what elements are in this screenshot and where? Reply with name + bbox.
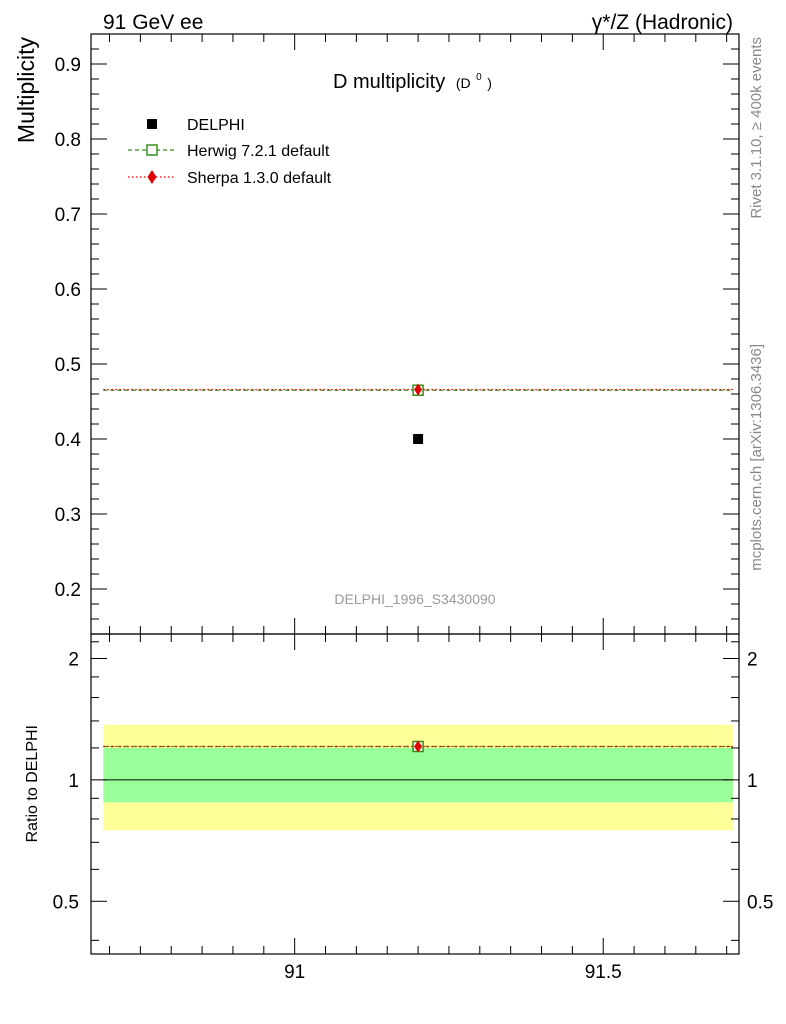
x-tick-label: 91.5 — [585, 962, 622, 983]
y-tick-label: 0.3 — [55, 505, 81, 526]
chart-title-close: ) — [487, 75, 492, 91]
ratio-tick-label-right: 2 — [747, 649, 758, 670]
axis-ticks — [91, 34, 739, 954]
ratio-panel-frame — [90, 633, 740, 955]
y-tick-label: 0.4 — [55, 430, 82, 451]
chart-title-sub: (D — [456, 75, 471, 91]
mcplots-label: mcplots.cern.ch [arXiv:1306.3436] — [748, 344, 765, 571]
legend-label-delphi: DELPHI — [187, 117, 245, 134]
y-tick-label: 0.5 — [55, 355, 81, 376]
y-tick-label: 0.7 — [55, 205, 81, 226]
y-tick-labels: 0.2 0.3 0.4 0.5 0.6 0.7 0.8 0.9 — [55, 55, 82, 601]
ratio-tick-label-left: 1 — [68, 771, 79, 792]
legend: DELPHI Herwig 7.2.1 default Sherpa 1.3.0… — [128, 117, 332, 187]
delphi-data-point — [413, 434, 424, 444]
chart-title: D multiplicity (D 0 ) — [333, 63, 492, 93]
y-tick-label: 0.8 — [55, 130, 81, 151]
ratio-y-axis-label: Ratio to DELPHI — [24, 725, 41, 842]
header-right-label: γ*/Z (Hadronic) — [592, 11, 733, 34]
rivet-version-label: Rivet 3.1.10, ≥ 400k events — [748, 37, 765, 219]
sherpa-marker — [414, 383, 423, 396]
header-left-label: 91 GeV ee — [103, 11, 203, 34]
chart-title-sup: 0 — [476, 72, 482, 83]
analysis-watermark: DELPHI_1996_S3430090 — [334, 591, 495, 607]
ratio-tick-label-left: 0.5 — [53, 892, 79, 913]
x-tick-labels: 91 91.5 — [284, 962, 622, 983]
legend-label-herwig: Herwig 7.2.1 default — [187, 143, 330, 160]
chart-title-main: D multiplicity — [333, 71, 445, 93]
ratio-tick-label-right: 0.5 — [747, 892, 773, 913]
ratio-stat-uncertainty-band — [103, 747, 733, 803]
y-tick-label: 0.9 — [55, 55, 81, 76]
legend-marker-delphi — [147, 119, 157, 129]
x-tick-label: 91 — [284, 962, 305, 983]
legend-marker-sherpa — [147, 170, 157, 184]
ratio-tick-labels: 0.5 1 2 0.5 1 2 — [53, 649, 774, 913]
ratio-tick-label-left: 2 — [68, 649, 79, 670]
sherpa-ratio-marker — [414, 740, 423, 753]
y-tick-label: 0.6 — [55, 280, 81, 301]
legend-marker-herwig — [146, 144, 158, 156]
y-axis-label: Multiplicity — [13, 37, 39, 144]
ratio-tick-label-right: 1 — [747, 771, 758, 792]
y-tick-label: 0.2 — [55, 580, 81, 601]
legend-label-sherpa: Sherpa 1.3.0 default — [187, 170, 332, 187]
